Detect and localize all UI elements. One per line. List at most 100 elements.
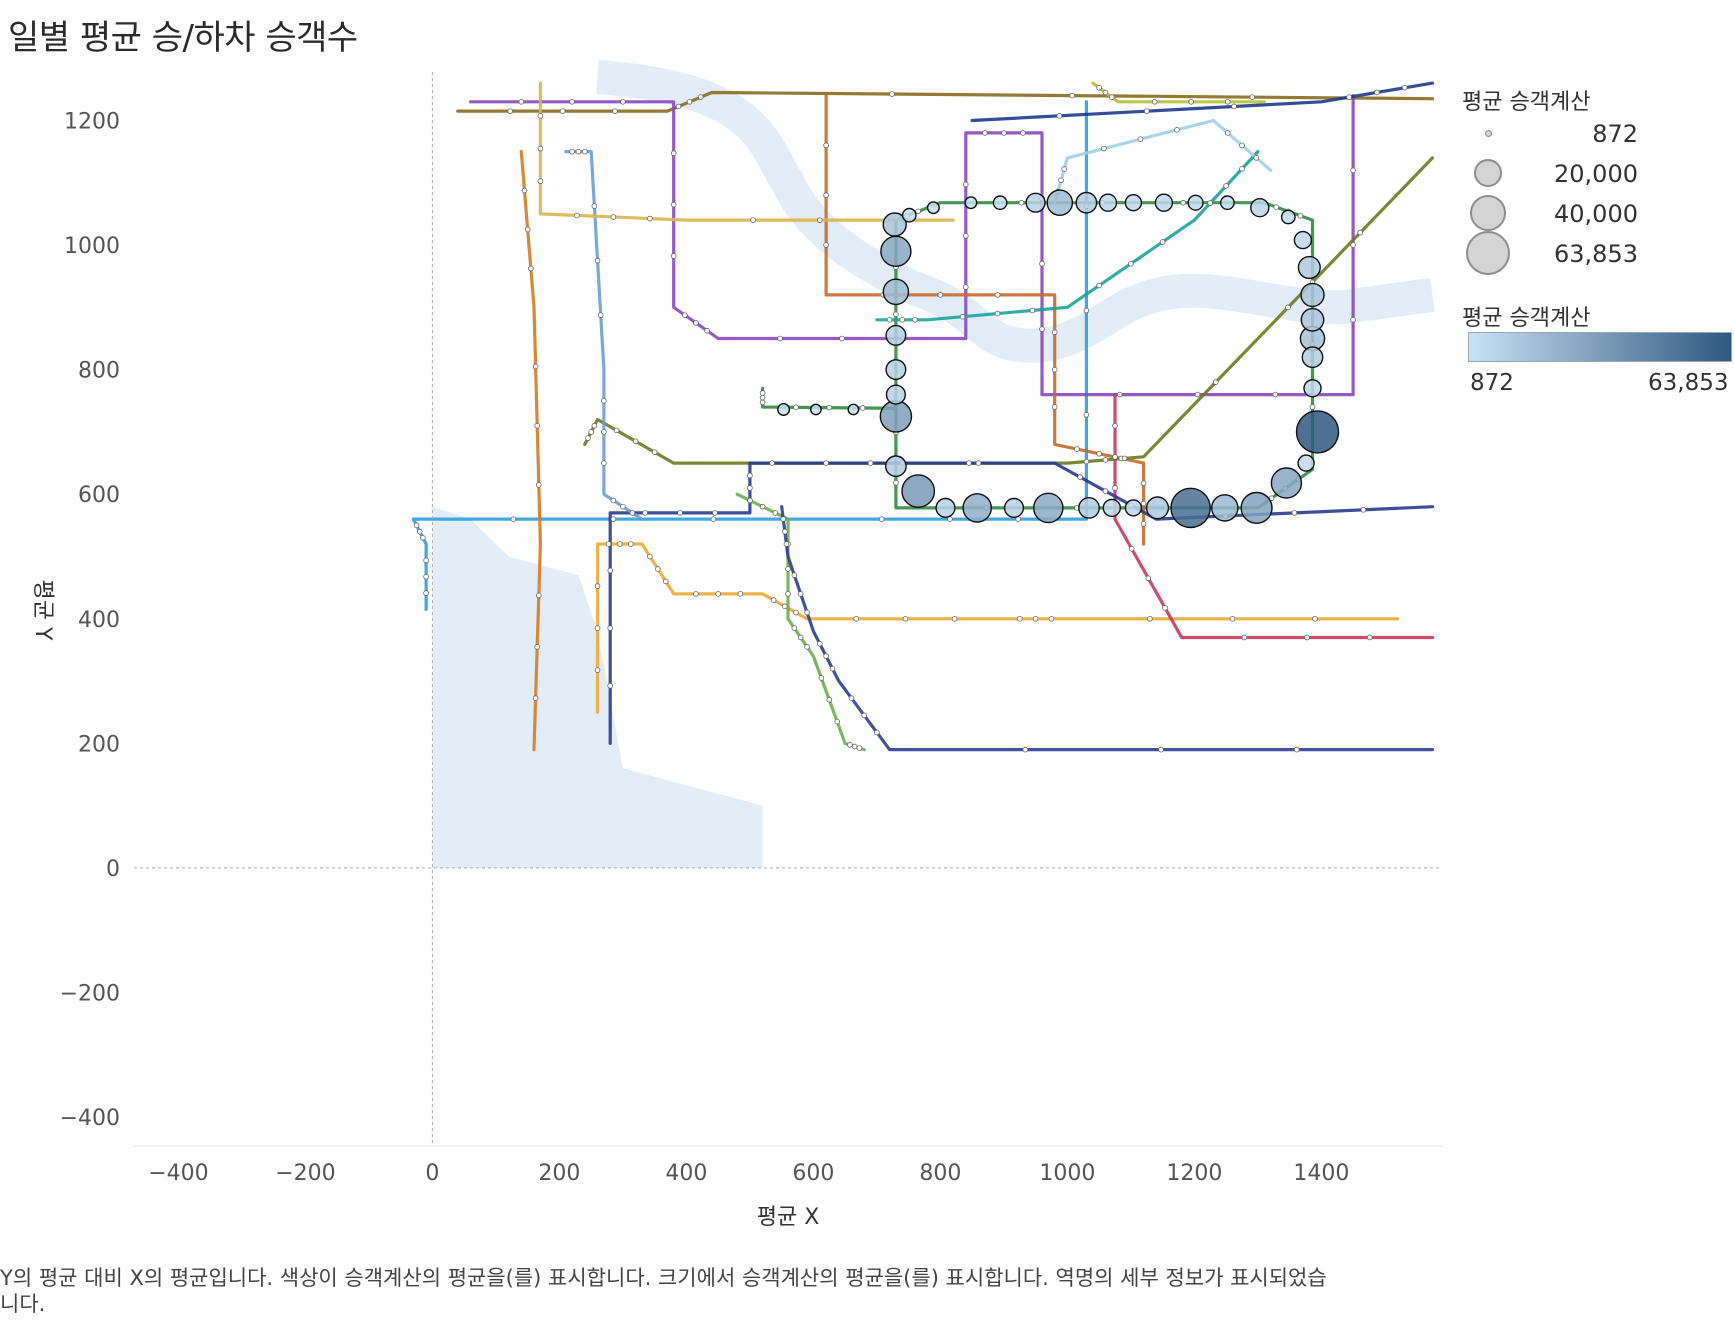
station-dot: [569, 99, 575, 105]
data-point: [777, 403, 791, 417]
station-dot: [1273, 204, 1280, 210]
station-dot: [1116, 391, 1123, 398]
station-dot: [1241, 634, 1248, 641]
station-dot: [750, 217, 756, 223]
station-dot: [1224, 99, 1231, 105]
station-dot: [829, 665, 836, 672]
data-point: [847, 403, 860, 416]
data-point: [1025, 192, 1046, 213]
station-dot: [574, 212, 580, 219]
station-dot: [759, 503, 766, 510]
station-dot: [1374, 89, 1380, 96]
station-dot: [1112, 454, 1118, 460]
size-legend-item: 20,000: [1468, 156, 1698, 190]
data-point: [1145, 496, 1170, 520]
station-dot: [937, 292, 944, 298]
y-tick-label: 800: [78, 359, 120, 384]
station-dot: [1350, 242, 1356, 248]
data-point: [885, 324, 907, 346]
station-dot: [839, 335, 845, 342]
station-dot: [612, 108, 618, 114]
station-dot: [1032, 615, 1039, 622]
station-dot: [782, 528, 788, 535]
x-tick-label: 600: [792, 1161, 834, 1186]
data-point: [1270, 467, 1303, 499]
station-dot: [848, 695, 855, 702]
station-dot: [1001, 130, 1007, 136]
station-dot: [823, 142, 829, 149]
station-dot: [816, 217, 823, 223]
station-dot: [1083, 411, 1090, 418]
data-point: [1297, 454, 1315, 472]
data-point: [1124, 193, 1143, 212]
station-dot: [826, 404, 833, 411]
station-dot: [1401, 84, 1408, 91]
station-dot: [859, 405, 866, 411]
subway-line: [1091, 81, 1266, 104]
station-dot: [651, 449, 658, 455]
station-dot: [856, 745, 863, 751]
station-dot: [670, 201, 677, 208]
data-point: [1300, 307, 1325, 332]
station-dot: [670, 253, 677, 259]
station-dot: [675, 103, 682, 110]
data-point: [1220, 195, 1235, 211]
station-dot: [1016, 615, 1023, 622]
station-dot: [1212, 379, 1219, 385]
data-point: [1078, 496, 1100, 519]
station-dot: [1128, 545, 1135, 552]
station-dot: [1224, 130, 1231, 136]
station-dot: [962, 181, 969, 188]
station-dot: [1253, 155, 1260, 161]
station-dot: [966, 460, 972, 466]
y-tick-label: 400: [78, 608, 120, 633]
data-point: [1033, 492, 1064, 524]
station-dot: [1096, 282, 1102, 289]
subway-line: [595, 542, 1400, 714]
station-dot: [1143, 108, 1150, 114]
station-dot: [1140, 480, 1147, 487]
station-dot: [697, 94, 704, 100]
chart-caption: Y의 평균 대비 X의 평균입니다. 색상이 승객계산의 평균을(를) 표시합니…: [0, 1266, 1327, 1316]
station-dot: [507, 108, 514, 114]
x-tick-label: 1000: [1039, 1161, 1095, 1186]
station-dot: [521, 187, 528, 194]
size-legend-title: 평균 승객계산: [1462, 90, 1591, 115]
station-dot: [1101, 145, 1107, 152]
data-point: [1280, 209, 1296, 225]
station-dot: [1102, 488, 1109, 494]
x-tick-label: 200: [538, 1161, 580, 1186]
station-dot: [1360, 506, 1367, 513]
station-dot: [818, 675, 825, 681]
data-point: [1154, 193, 1174, 212]
y-tick-label: 1000: [64, 234, 120, 259]
station-dot: [1022, 746, 1029, 753]
subway-line: [411, 100, 1088, 611]
station-dot: [975, 460, 982, 466]
station-dot: [715, 591, 721, 597]
station-dot: [1061, 166, 1068, 172]
station-dot: [1058, 177, 1064, 184]
station-dot: [601, 429, 607, 435]
station-dot: [780, 516, 787, 522]
station-dot: [912, 317, 918, 323]
station-dot: [528, 265, 534, 272]
data-point: [1297, 255, 1321, 280]
data-point: [880, 235, 912, 268]
station-dot: [591, 203, 598, 209]
station-dot: [537, 145, 544, 152]
station-dot: [594, 583, 601, 589]
data-point: [962, 493, 993, 523]
station-dot: [893, 311, 899, 318]
station-dot: [594, 625, 601, 631]
station-dot: [1174, 127, 1180, 133]
x-tick-label: −400: [148, 1161, 208, 1186]
color-legend-title: 평균 승객계산: [1462, 306, 1591, 331]
size-legend-label: 63,853: [1554, 240, 1638, 268]
station-dot: [847, 742, 853, 748]
station-dot: [1249, 94, 1256, 100]
station-dot: [1112, 485, 1118, 491]
data-point: [1003, 497, 1025, 518]
station-dot: [518, 99, 525, 105]
station-dot: [797, 591, 804, 597]
